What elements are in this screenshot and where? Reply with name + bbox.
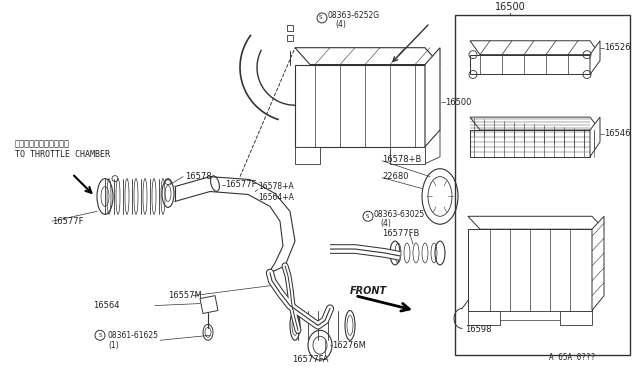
Text: 16564+A: 16564+A [258, 193, 294, 202]
Bar [287, 25, 293, 31]
Text: (1): (1) [108, 341, 119, 350]
Text: スロットルチャンバーへ: スロットルチャンバーへ [15, 140, 70, 148]
Text: 22680: 22680 [382, 172, 408, 181]
Polygon shape [560, 311, 592, 326]
Polygon shape [590, 41, 600, 74]
Polygon shape [590, 117, 600, 157]
Text: 16564: 16564 [93, 301, 120, 310]
Polygon shape [390, 147, 425, 164]
Text: S: S [365, 214, 369, 219]
Text: S: S [318, 16, 322, 20]
Text: 08363-63025: 08363-63025 [374, 210, 425, 219]
Polygon shape [470, 117, 600, 130]
Text: (4): (4) [380, 219, 391, 228]
Polygon shape [200, 296, 218, 314]
Text: 16500: 16500 [495, 2, 525, 12]
Text: 16578: 16578 [185, 172, 212, 181]
Text: 16598: 16598 [465, 326, 492, 334]
Bar [455, 15, 630, 355]
Text: A 65A 0???: A 65A 0??? [548, 353, 595, 362]
Polygon shape [468, 229, 592, 311]
Text: 16577F: 16577F [225, 180, 257, 189]
Polygon shape [295, 65, 425, 147]
Polygon shape [295, 48, 440, 65]
Text: 16577FA: 16577FA [292, 355, 328, 364]
Polygon shape [295, 147, 320, 164]
Text: 16578+A: 16578+A [258, 182, 294, 191]
Polygon shape [470, 55, 590, 74]
Text: TO THROTTLE CHAMBER: TO THROTTLE CHAMBER [15, 150, 110, 159]
Text: (4): (4) [335, 20, 346, 29]
Text: 16276M: 16276M [332, 341, 366, 350]
Text: 08361-61625: 08361-61625 [107, 331, 158, 340]
Text: 16526: 16526 [604, 43, 630, 52]
Text: 16557M: 16557M [168, 291, 202, 300]
Bar [287, 35, 293, 41]
Text: S: S [99, 333, 102, 338]
Polygon shape [592, 216, 604, 311]
Polygon shape [425, 48, 440, 147]
Text: 16546: 16546 [604, 129, 630, 138]
Polygon shape [500, 311, 560, 320]
Polygon shape [470, 41, 600, 55]
Text: 16578+B: 16578+B [382, 155, 421, 164]
Polygon shape [470, 130, 590, 157]
Text: 16577FB: 16577FB [382, 229, 419, 238]
Polygon shape [468, 216, 604, 229]
Text: 16500: 16500 [445, 98, 472, 107]
Text: FRONT: FRONT [350, 286, 387, 296]
Text: 16577F: 16577F [52, 217, 83, 226]
Text: 08363-6252G: 08363-6252G [328, 12, 380, 20]
Polygon shape [425, 130, 440, 164]
Polygon shape [468, 311, 500, 326]
